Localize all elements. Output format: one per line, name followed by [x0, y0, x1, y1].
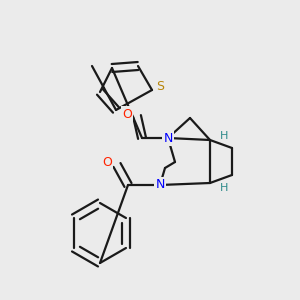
Text: H: H [220, 183, 228, 193]
Text: S: S [156, 80, 164, 92]
Text: O: O [102, 157, 112, 169]
Text: N: N [163, 131, 173, 145]
Text: O: O [122, 107, 132, 121]
Text: H: H [220, 131, 228, 141]
Text: N: N [155, 178, 165, 191]
